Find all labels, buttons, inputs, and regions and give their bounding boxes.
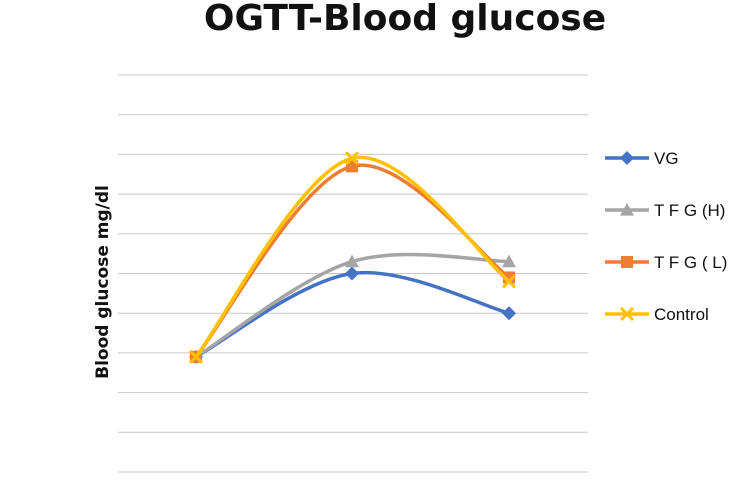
legend-marker bbox=[621, 256, 633, 268]
legend-label: T F G ( L) bbox=[654, 253, 727, 272]
data-point-control bbox=[344, 151, 360, 166]
legend-label: VG bbox=[654, 149, 679, 168]
series-layer bbox=[188, 151, 517, 364]
legend-item-t-f-g-h: T F G (H) bbox=[605, 201, 725, 220]
legend: VG T F G (H) T F G ( L) Control bbox=[605, 149, 727, 324]
legend-item-t-f-g-l: T F G ( L) bbox=[605, 253, 727, 272]
legend-marker bbox=[620, 203, 634, 216]
data-point-control bbox=[188, 349, 204, 364]
series-vg bbox=[189, 266, 516, 364]
series-control bbox=[188, 151, 517, 364]
legend-item-vg: VG bbox=[605, 149, 679, 168]
y-axis-label: Blood glucose mg/dl bbox=[93, 185, 113, 379]
legend-marker bbox=[619, 306, 635, 322]
legend-label: T F G (H) bbox=[654, 201, 725, 220]
legend-marker bbox=[620, 151, 634, 165]
chart-title: OGTT-Blood glucose bbox=[204, 0, 606, 39]
data-point-t-f-g-h bbox=[502, 254, 516, 268]
data-point-t-f-g-h bbox=[345, 254, 359, 268]
data-point-vg bbox=[345, 266, 359, 281]
legend-label: Control bbox=[654, 305, 709, 324]
data-point-vg bbox=[502, 306, 516, 321]
legend-item-control: Control bbox=[605, 305, 709, 324]
data-point-control bbox=[501, 274, 517, 289]
